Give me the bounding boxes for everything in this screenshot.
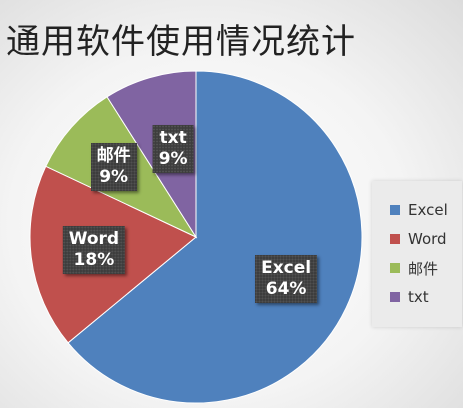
- legend-label: Excel: [408, 201, 448, 219]
- legend-swatch: [390, 292, 400, 302]
- legend-label: txt: [408, 288, 429, 306]
- data-label-邮件: 邮件 9%: [91, 143, 137, 191]
- legend-item-Excel: Excel: [390, 199, 448, 221]
- legend-label: Word: [408, 230, 447, 248]
- data-label-txt: txt 9%: [153, 125, 194, 173]
- data-label-name: 邮件: [97, 146, 131, 167]
- legend-swatch: [390, 234, 400, 244]
- data-label-Excel: Excel 64%: [255, 255, 317, 303]
- data-label-Word: Word 18%: [63, 226, 125, 274]
- legend-label: 邮件: [408, 258, 438, 279]
- data-label-name: Excel: [261, 258, 311, 279]
- data-label-name: txt: [159, 128, 188, 149]
- data-label-value: 18%: [69, 250, 119, 271]
- data-label-value: 9%: [97, 167, 131, 188]
- legend-swatch: [390, 263, 400, 273]
- data-label-value: 64%: [261, 279, 311, 300]
- legend-swatch: [390, 205, 400, 215]
- legend: Excel Word 邮件 txt: [372, 181, 462, 327]
- legend-item-邮件: 邮件: [390, 257, 438, 279]
- data-label-value: 9%: [159, 149, 188, 170]
- legend-item-txt: txt: [390, 286, 429, 308]
- data-label-name: Word: [69, 229, 119, 250]
- legend-item-Word: Word: [390, 228, 447, 250]
